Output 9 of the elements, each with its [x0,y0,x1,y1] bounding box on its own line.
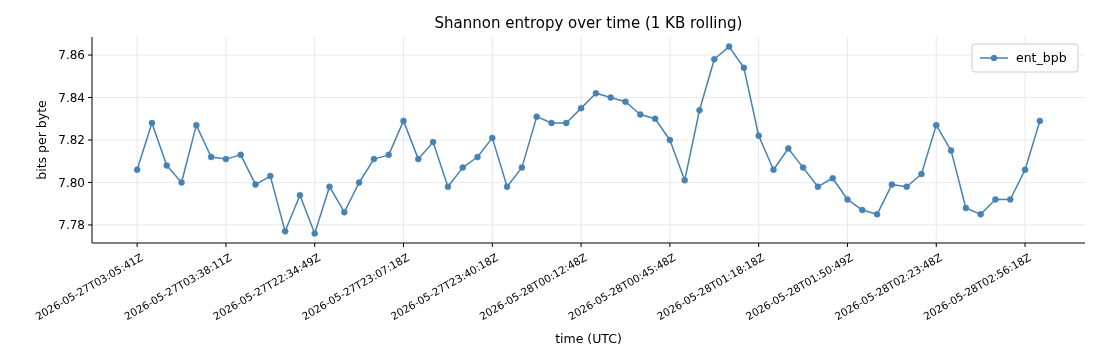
y-tick-label: 7.86 [58,48,85,63]
chart-title: Shannon entropy over time (1 KB rolling) [434,14,743,32]
y-tick-label: 7.82 [58,133,85,148]
y-axis-title: bits per byte [34,99,49,180]
y-tick-label: 7.78 [58,218,85,233]
legend-label: ent_bpb [1016,50,1067,66]
x-axis-title: time (UTC) [555,331,622,346]
y-tick-label: 7.80 [58,175,85,190]
y-tick-label: 7.84 [58,90,85,105]
